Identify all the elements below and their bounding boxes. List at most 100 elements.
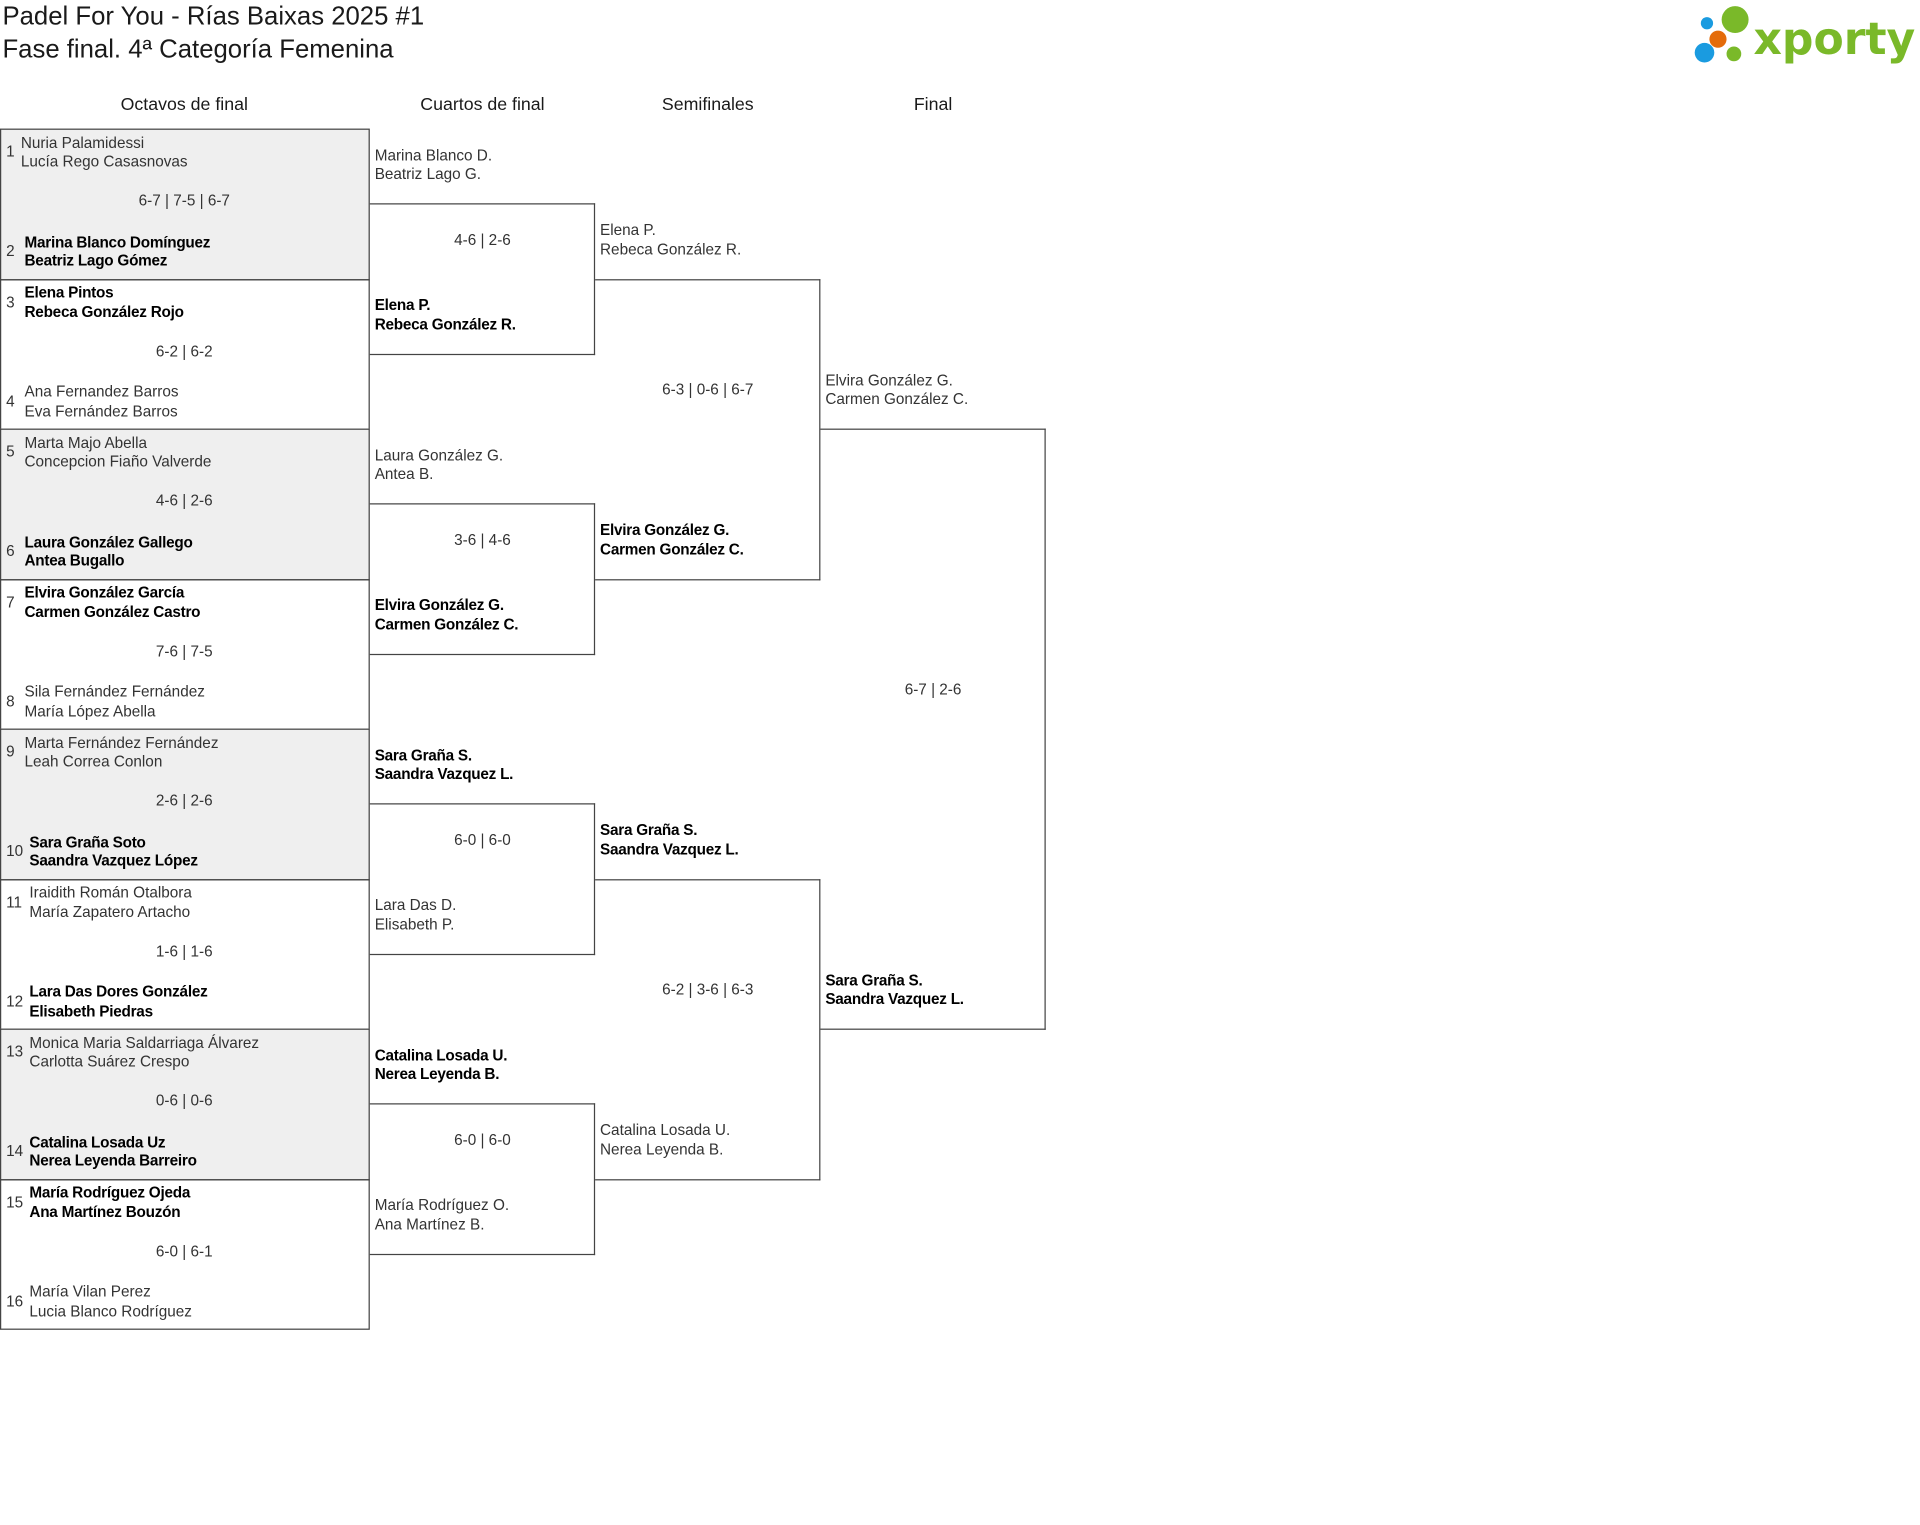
player-name: Elisabeth P. xyxy=(374,915,455,933)
player-name: Elvira González García xyxy=(24,584,185,602)
team-entry[interactable]: Sila Fernández Fernández María López Abel… xyxy=(24,683,204,721)
match-connector xyxy=(595,878,821,1180)
team-entry[interactable]: Elvira González G. Carmen González C. xyxy=(825,372,968,410)
player-name: María Zapatero Artacho xyxy=(29,903,191,921)
seed-number: 15 xyxy=(6,1193,24,1211)
match-box xyxy=(0,728,370,880)
seed-number: 12 xyxy=(6,992,24,1010)
seed-number: 10 xyxy=(6,842,24,860)
team-entry[interactable]: Elena P. Rebeca González R. xyxy=(600,222,741,260)
match-score: 6-2 | 3-6 | 6-3 xyxy=(662,980,754,998)
player-name: Marina Blanco Domínguez xyxy=(24,233,211,251)
match-score: 6-7 | 2-6 xyxy=(904,680,962,698)
player-name: Sila Fernández Fernández xyxy=(24,683,205,701)
team-entry[interactable]: María Vilan Perez Lucia Blanco Rodríguez xyxy=(29,1283,192,1321)
player-name: Carmen González C. xyxy=(600,540,744,558)
player-name: Ana Martínez B. xyxy=(374,1215,485,1233)
seed-number: 14 xyxy=(6,1142,24,1160)
player-name: Lucia Blanco Rodríguez xyxy=(29,1302,192,1320)
team-entry[interactable]: Marta Majo Abella Concepcion Fiaño Valver… xyxy=(24,434,211,472)
seed-number: 11 xyxy=(6,893,23,911)
player-name: Concepcion Fiaño Valverde xyxy=(24,453,212,471)
team-entry[interactable]: Elvira González García Carmen González Ca… xyxy=(24,584,200,622)
player-name: Beatriz Lago Gómez xyxy=(24,252,168,270)
seed-number: 13 xyxy=(6,1043,24,1061)
team-entry[interactable]: Sara Graña S. Saandra Vazquez L. xyxy=(375,747,514,785)
player-name: Sara Graña Soto xyxy=(29,833,146,851)
player-name: Elisabeth Piedras xyxy=(29,1002,153,1020)
player-name: Iraidith Román Otalbora xyxy=(29,884,192,902)
match-score: 0-6 | 0-6 xyxy=(155,1092,213,1110)
match-box xyxy=(0,428,370,580)
match-score: 6-0 | 6-0 xyxy=(454,1130,511,1148)
seed-number: 5 xyxy=(6,443,15,461)
match-box xyxy=(0,1178,370,1330)
team-entry[interactable]: Sara Graña Soto Saandra Vazquez López xyxy=(29,833,198,871)
team-entry[interactable]: Nuria Palamidessi Lucía Rego Casasnovas xyxy=(21,134,188,172)
match-score: 6-7 | 7-5 | 6-7 xyxy=(138,192,230,210)
player-name: Laura González G. xyxy=(374,446,504,464)
team-entry[interactable]: Elena P. Rebeca González R. xyxy=(375,297,516,335)
player-name: Catalina Losada Uz xyxy=(29,1133,166,1151)
team-entry[interactable]: Marta Fernández Fernández Leah Correa Con… xyxy=(24,734,218,772)
match-score: 6-0 | 6-0 xyxy=(454,830,511,848)
player-name: Marta Fernández Fernández xyxy=(24,734,219,752)
player-name: Catalina Losada U. xyxy=(374,1046,508,1064)
seed-number: 16 xyxy=(6,1292,24,1310)
player-name: Rebeca González R. xyxy=(374,315,516,333)
team-entry[interactable]: María Rodríguez Ojeda Ana Martínez Bouzón xyxy=(29,1184,190,1222)
match-connector xyxy=(369,503,596,655)
player-name: Elvira González G. xyxy=(825,371,953,389)
team-entry[interactable]: Elena Pintos Rebeca González Rojo xyxy=(24,284,184,322)
player-name: Antea Bugallo xyxy=(24,552,125,570)
team-entry[interactable]: Monica Maria Saldarriaga Álvarez Carlotta… xyxy=(29,1034,259,1072)
team-entry[interactable]: Laura González G. Antea B. xyxy=(375,447,503,485)
team-entry[interactable]: Lara Das Dores González Elisabeth Piedras xyxy=(29,983,207,1021)
team-entry[interactable]: María Rodríguez O. Ana Martínez B. xyxy=(375,1197,509,1235)
player-name: Saandra Vazquez L. xyxy=(600,840,739,858)
tournament-title: Padel For You - Rías Baixas 2025 #1 xyxy=(2,2,425,31)
player-name: Saandra Vazquez L. xyxy=(825,990,964,1008)
logo-dot-blue-small xyxy=(1700,17,1714,30)
player-name: Elena P. xyxy=(374,296,431,314)
player-name: Rebeca González R. xyxy=(600,240,742,258)
round-header: Final xyxy=(913,95,953,116)
player-name: Lucía Rego Casasnovas xyxy=(20,153,188,171)
match-score: 3-6 | 4-6 xyxy=(454,530,511,548)
player-name: Leah Correa Conlon xyxy=(24,753,163,771)
player-name: Monica Maria Saldarriaga Álvarez xyxy=(29,1034,260,1052)
match-score: 6-2 | 6-2 xyxy=(155,342,213,360)
match-score: 4-6 | 2-6 xyxy=(155,492,213,510)
player-name: Nerea Leyenda B. xyxy=(600,1140,724,1158)
seed-number: 8 xyxy=(6,692,15,710)
logo-dot-orange xyxy=(1709,30,1727,48)
team-entry[interactable]: Ana Fernandez Barros Eva Fernández Barros xyxy=(24,383,178,421)
match-score: 4-6 | 2-6 xyxy=(454,230,511,248)
player-name: Sara Graña S. xyxy=(600,821,698,839)
seed-number: 4 xyxy=(6,392,15,410)
player-name: María Vilan Perez xyxy=(29,1283,151,1301)
team-entry[interactable]: Marina Blanco Domínguez Beatriz Lago Góme… xyxy=(24,233,210,271)
player-name: Saandra Vazquez L. xyxy=(374,765,514,783)
team-entry[interactable]: Catalina Losada Uz Nerea Leyenda Barreiro xyxy=(29,1133,197,1171)
match-connector xyxy=(369,803,596,955)
team-entry[interactable]: Iraidith Román Otalbora María Zapatero Ar… xyxy=(29,884,191,922)
team-entry[interactable]: Laura González Gallego Antea Bugallo xyxy=(24,533,192,571)
team-entry[interactable]: Elvira González G. Carmen González C. xyxy=(600,522,744,560)
player-name: Catalina Losada U. xyxy=(600,1121,731,1139)
team-entry[interactable]: Catalina Losada U. Nerea Leyenda B. xyxy=(375,1047,508,1085)
seed-number: 6 xyxy=(6,542,15,560)
team-entry[interactable]: Elvira González G. Carmen González C. xyxy=(375,597,519,635)
team-entry[interactable]: Marina Blanco D. Beatriz Lago G. xyxy=(375,147,492,185)
team-entry[interactable]: Sara Graña S. Saandra Vazquez L. xyxy=(825,972,964,1010)
team-entry[interactable]: Lara Das D. Elisabeth P. xyxy=(375,897,457,935)
seed-number: 7 xyxy=(6,593,15,611)
player-name: Elena P. xyxy=(600,221,656,239)
player-name: Rebeca González Rojo xyxy=(24,303,184,321)
player-name: Sara Graña S. xyxy=(374,746,472,764)
team-entry[interactable]: Sara Graña S. Saandra Vazquez L. xyxy=(600,822,739,860)
team-entry[interactable]: Catalina Losada U. Nerea Leyenda B. xyxy=(600,1122,730,1160)
seed-number: 3 xyxy=(6,293,15,311)
player-name: Marta Majo Abella xyxy=(24,434,148,452)
